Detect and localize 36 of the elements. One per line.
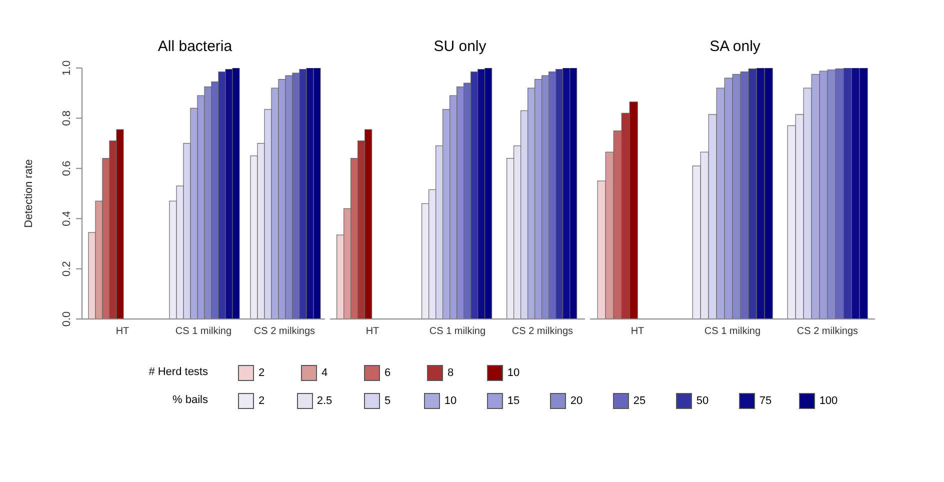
legend-label: 15 [507, 395, 520, 407]
x-tick-label: CS 2 milkings [796, 326, 858, 338]
legend-label: 2 [258, 367, 265, 379]
legend-title: # Herd tests [148, 366, 209, 380]
y-tick-label: 0.4 [61, 210, 73, 226]
legend-label: 10 [444, 395, 457, 407]
y-tick-label: 0.0 [61, 311, 73, 327]
legend-label: 100 [819, 395, 838, 407]
x-tick-label: CS 2 milkings [512, 326, 574, 338]
text: % bails [172, 394, 209, 408]
y-tick-label: 1.0 [61, 60, 73, 76]
legend-label: 50 [696, 395, 709, 407]
legend-label: 8 [447, 367, 454, 379]
x-tick-label: HT [116, 326, 130, 338]
legend-label: 20 [570, 395, 583, 407]
legend-label: 25 [633, 395, 646, 407]
x-tick-label: CS 2 milkings [254, 326, 316, 338]
x-tick-label: HT [630, 326, 644, 338]
legend-label: 2 [258, 395, 265, 407]
chart-title: SA only [708, 38, 762, 57]
legend-label: 75 [759, 395, 772, 407]
x-tick-label: CS 1 milking [175, 326, 232, 338]
y-tick-label: 0.8 [61, 110, 73, 126]
y-tick-label: 0.6 [61, 160, 73, 176]
legend-label: 10 [507, 367, 520, 379]
legend-label: 4 [321, 367, 328, 379]
legend-label: 2.5 [316, 395, 332, 407]
legend-label: 6 [384, 367, 391, 379]
chart-title: SU only [432, 38, 488, 57]
chart-title: All bacteria [156, 38, 234, 57]
legend-label: 5 [384, 395, 391, 407]
x-tick-label: HT [366, 326, 380, 338]
x-tick-label: CS 1 milking [429, 326, 486, 338]
x-tick-label: CS 1 milking [704, 326, 761, 338]
y-axis-title: Detection rate [22, 159, 35, 228]
y-tick-label: 0.2 [61, 261, 73, 276]
